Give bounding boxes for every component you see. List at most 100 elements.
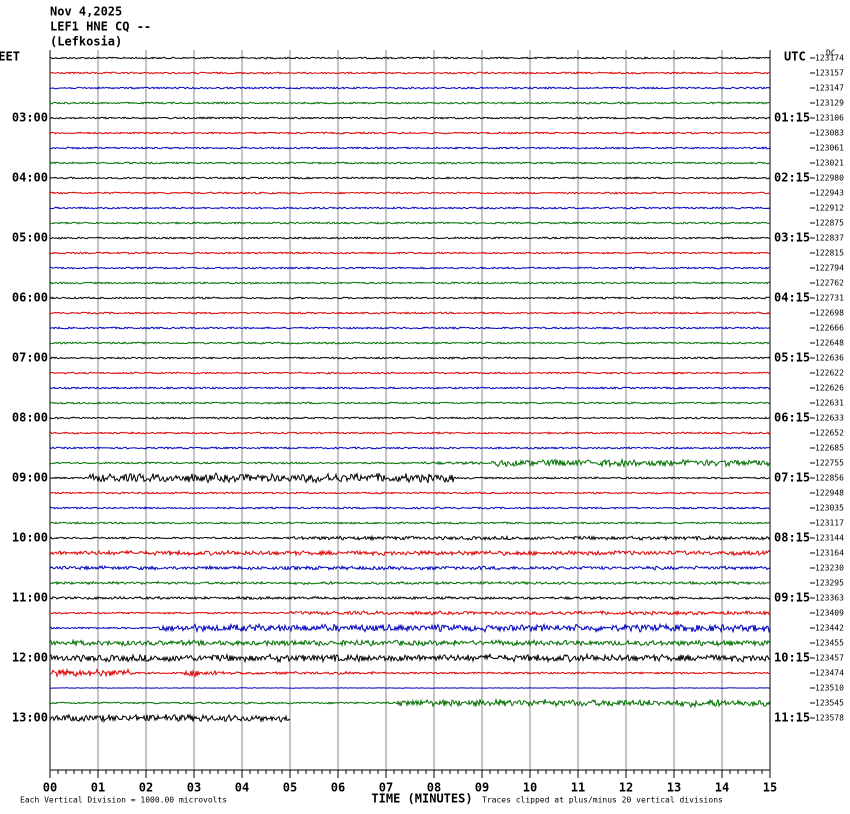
level-label: 123061: [815, 144, 844, 153]
level-label: 122636: [815, 354, 844, 363]
left-time-label: 07:00: [12, 351, 48, 365]
right-time-label: 03:15: [774, 231, 810, 245]
x-tick-label: 12: [619, 781, 633, 795]
level-label: 122948: [815, 489, 844, 498]
x-tick-label: 01: [91, 781, 105, 795]
left-time-label: 03:00: [12, 111, 48, 125]
level-label: 123035: [815, 504, 844, 513]
trace: [49, 281, 771, 285]
trace: [49, 266, 771, 270]
level-label: 122875: [815, 219, 844, 228]
level-label: 122856: [815, 474, 844, 483]
level-label: 123106: [815, 114, 844, 123]
trace: [49, 131, 771, 135]
trace: [49, 457, 771, 469]
trace: [49, 356, 771, 360]
level-label: 122631: [815, 399, 844, 408]
right-time-label: 06:15: [774, 411, 810, 425]
trace: [49, 101, 771, 105]
left-time-label: 08:00: [12, 411, 48, 425]
level-label: 123442: [815, 624, 844, 633]
level-label: 122622: [815, 369, 844, 378]
trace: [49, 401, 771, 405]
right-time-label: 07:15: [774, 471, 810, 485]
x-tick-label: 15: [763, 781, 777, 795]
level-label: 122980: [815, 174, 844, 183]
trace: [49, 595, 771, 601]
level-label: 122815: [815, 249, 844, 258]
trace: [49, 161, 771, 165]
trace: [49, 206, 771, 210]
trace: [49, 506, 771, 510]
trace: [49, 446, 771, 450]
right-time-label: 04:15: [774, 291, 810, 305]
trace: [49, 221, 771, 225]
left-time-label: 12:00: [12, 651, 48, 665]
trace: [49, 521, 771, 525]
level-label: 122794: [815, 264, 844, 273]
level-label: 122633: [815, 414, 844, 423]
x-axis-label: TIME (MINUTES): [371, 792, 472, 806]
level-label: 123144: [815, 534, 844, 543]
trace: [49, 86, 771, 90]
trace: [49, 311, 771, 315]
right-time-label: 10:15: [774, 651, 810, 665]
x-tick-label: 13: [667, 781, 681, 795]
trace: [49, 341, 771, 345]
right-time-label: 01:15: [774, 111, 810, 125]
level-label: 123230: [815, 564, 844, 573]
header-station: LEF1 HNE CQ --: [50, 20, 151, 34]
level-label: 123409: [815, 609, 844, 618]
x-tick-label: 03: [187, 781, 201, 795]
trace: [49, 697, 771, 709]
level-label: 123083: [815, 129, 844, 138]
left-time-label: 06:00: [12, 291, 48, 305]
level-label: 123147: [815, 84, 844, 93]
scale-note: Each Vertical Division = 1000.00 microvo…: [20, 796, 227, 805]
left-time-label: 11:00: [12, 591, 48, 605]
trace: [49, 431, 771, 435]
header-location: (Lefkosia): [50, 35, 122, 49]
level-label: 122912: [815, 204, 844, 213]
level-label: 122943: [815, 189, 844, 198]
x-tick-label: 05: [283, 781, 297, 795]
trace: [49, 416, 771, 420]
trace: [49, 564, 771, 571]
trace: [49, 667, 771, 679]
trace: [49, 146, 771, 150]
trace: [49, 638, 771, 648]
level-label: 122731: [815, 294, 844, 303]
level-label: 123545: [815, 699, 844, 708]
right-time-label: 08:15: [774, 531, 810, 545]
level-label: 123174: [815, 54, 844, 63]
left-zone: EET: [0, 50, 20, 64]
x-tick-label: 11: [571, 781, 585, 795]
trace: [49, 534, 771, 542]
trace: [49, 580, 771, 586]
right-time-label: 09:15: [774, 591, 810, 605]
x-tick-label: 07: [379, 781, 393, 795]
trace: [49, 251, 771, 255]
level-label: 122626: [815, 384, 844, 393]
trace: [49, 236, 771, 240]
left-time-label: 04:00: [12, 171, 48, 185]
level-label: 122762: [815, 279, 844, 288]
trace: [49, 609, 771, 617]
level-label: 123021: [815, 159, 844, 168]
left-time-label: 09:00: [12, 471, 48, 485]
trace: [49, 491, 771, 495]
trace: [49, 191, 771, 195]
x-tick-label: 06: [331, 781, 345, 795]
x-tick-label: 02: [139, 781, 153, 795]
level-label: 122666: [815, 324, 844, 333]
level-label: 123295: [815, 579, 844, 588]
right-time-label: 02:15: [774, 171, 810, 185]
trace: [49, 652, 771, 664]
level-label: 123129: [815, 99, 844, 108]
clip-note: Traces clipped at plus/minus 20 vertical…: [482, 796, 723, 805]
trace: [49, 176, 771, 180]
level-label: 122698: [815, 309, 844, 318]
level-label: 122648: [815, 339, 844, 348]
